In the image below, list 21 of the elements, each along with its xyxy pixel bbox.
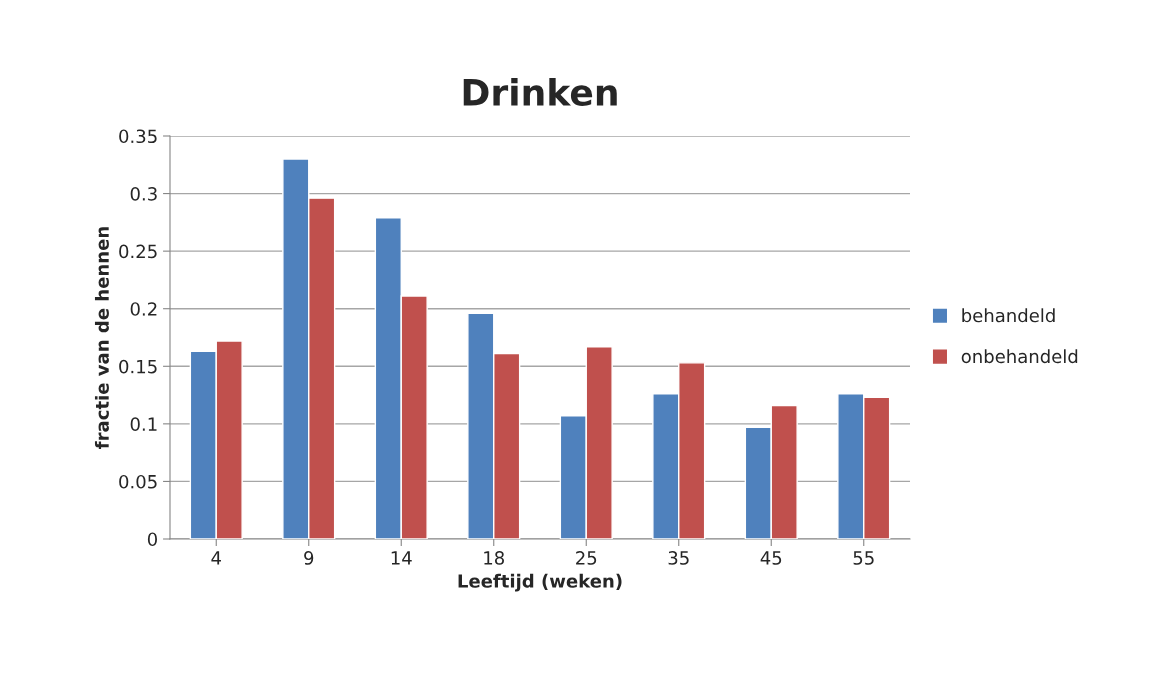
x-tick-label: 14 (391, 551, 412, 565)
chart-title: Drinken (463, 78, 617, 106)
legend-label: onbehandeld (961, 349, 1078, 364)
y-tick-label: 0.35 (119, 129, 157, 144)
x-axis-title: Leeftijd (weken) (458, 573, 622, 592)
y-tick-label: 0.15 (119, 359, 157, 374)
legend-label: behandeld (962, 308, 1055, 323)
x-tick-label: 35 (668, 551, 689, 565)
y-tick-label: 0.1 (130, 417, 157, 431)
y-tick-label: 0.25 (119, 244, 157, 259)
x-tick-label: 18 (484, 551, 504, 565)
x-tick-label: 55 (853, 551, 874, 565)
x-tick-label: 25 (576, 551, 597, 565)
y-tick-label: 0.3 (130, 187, 157, 201)
x-tick-label: 45 (760, 551, 782, 565)
y-tick-label: 0 (147, 532, 157, 547)
y-tick-label: 0.05 (119, 474, 157, 489)
x-tick-label: 4 (211, 551, 221, 565)
y-tick-label: 0.2 (130, 302, 157, 316)
x-tick-label: 9 (304, 551, 314, 565)
y-axis-title: fractie van de hennen (94, 227, 109, 449)
